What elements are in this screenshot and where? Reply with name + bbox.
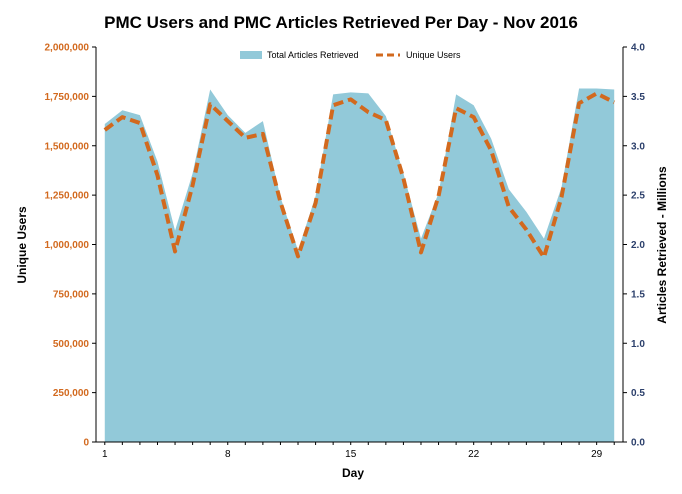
y-right-tick-label: 0.5 [631,388,645,399]
y-right-tick-label: 1.5 [631,289,645,300]
y-right-tick-label: 1.0 [631,339,645,350]
y-right-tick-label: 3.5 [631,92,645,103]
y-left-tick-label: 250,000 [53,388,90,399]
y-left-tick-label: 500,000 [53,339,90,350]
x-tick-label: 1 [102,449,108,460]
legend: Total Articles Retrieved Unique Users [240,50,461,60]
legend-label-users: Unique Users [406,50,461,60]
y-left-tick-label: 750,000 [53,289,90,300]
y-right-tick-label: 2.5 [631,191,645,202]
series-line-users [103,91,616,260]
y-left-tick-label: 1,000,000 [45,240,90,251]
series-area-articles [104,88,615,442]
y-right-tick-label: 3.0 [631,141,645,152]
y-left-tick-label: 1,250,000 [45,191,90,202]
y-left-tick-label: 2,000,000 [45,43,90,54]
y-axis-right-title: Articles Retrieved - Millions [655,166,669,324]
y-left-tick-label: 0 [83,438,89,449]
x-tick-label: 29 [591,449,603,460]
y-left-tick-label: 1,500,000 [45,141,90,152]
legend-label-articles: Total Articles Retrieved [267,50,359,60]
x-tick-label: 22 [468,449,480,460]
legend-swatch-articles [240,51,262,59]
y-axis-left-title: Unique Users [15,206,29,284]
plot-area: 0 250,000 500,000 750,000 1,000,000 1,250,000… [45,43,646,461]
x-axis-title: Day [342,466,364,480]
y-right-tick-label: 0.0 [631,438,645,449]
y-left-tick-label: 1,750,000 [45,92,90,103]
chart-title: PMC Users and PMC Articles Retrieved Per… [104,13,578,32]
x-tick-label: 15 [345,449,357,460]
x-tick-label: 8 [225,449,231,460]
y-right-tick-label: 2.0 [631,240,645,251]
y-right-tick-label: 4.0 [631,43,645,54]
